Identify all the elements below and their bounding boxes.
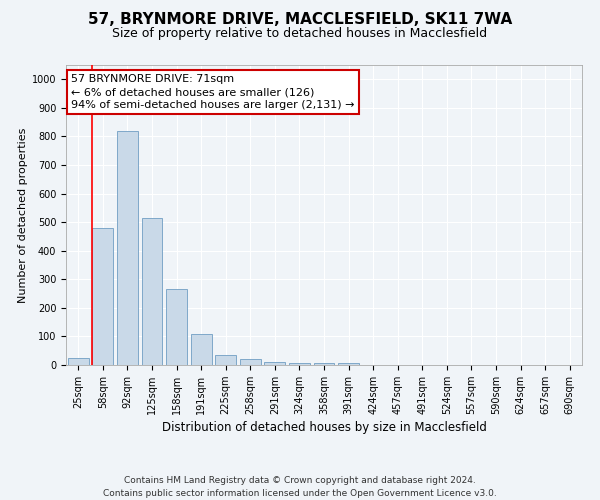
Bar (68, 358, 89, 365)
Bar (338, 363, 359, 365)
Text: 57 BRYNMORE DRIVE: 71sqm
← 6% of detached houses are smaller (126)
94% of semi-d: 57 BRYNMORE DRIVE: 71sqm ← 6% of detache… (71, 74, 355, 110)
Bar (92, 228, 113, 365)
Text: Contains HM Land Registry data © Crown copyright and database right 2024.: Contains HM Land Registry data © Crown c… (124, 476, 476, 485)
X-axis label: Distribution of detached houses by size in Macclesfield: Distribution of detached houses by size … (161, 421, 487, 434)
Bar (240, 360, 261, 365)
Bar (117, 130, 138, 365)
Bar (289, 363, 310, 365)
Text: Contains public sector information licensed under the Open Government Licence v3: Contains public sector information licen… (103, 489, 497, 498)
Bar (191, 334, 212, 365)
Text: Size of property relative to detached houses in Macclesfield: Size of property relative to detached ho… (112, 28, 488, 40)
Y-axis label: Number of detached properties: Number of detached properties (17, 128, 28, 302)
Text: 57, BRYNMORE DRIVE, MACCLESFIELD, SK11 7WA: 57, BRYNMORE DRIVE, MACCLESFIELD, SK11 7… (88, 12, 512, 28)
Bar (314, 363, 334, 365)
Bar (265, 362, 286, 365)
Bar (166, 290, 187, 365)
Bar (142, 218, 163, 365)
Bar (215, 355, 236, 365)
